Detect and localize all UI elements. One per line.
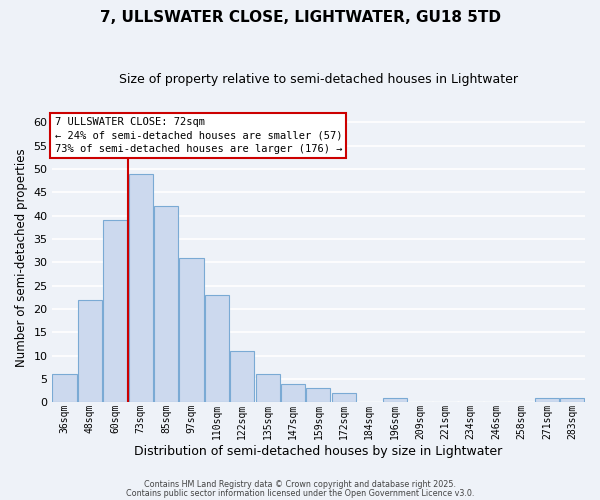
Bar [383,398,407,402]
Bar [154,206,178,402]
Bar [332,393,356,402]
Bar [256,374,280,402]
Bar [179,258,203,402]
Bar [281,384,305,402]
Text: Contains public sector information licensed under the Open Government Licence v3: Contains public sector information licen… [126,488,474,498]
Bar [128,174,153,402]
Text: 7, ULLSWATER CLOSE, LIGHTWATER, GU18 5TD: 7, ULLSWATER CLOSE, LIGHTWATER, GU18 5TD [100,10,500,25]
Bar [205,295,229,403]
X-axis label: Distribution of semi-detached houses by size in Lightwater: Distribution of semi-detached houses by … [134,444,503,458]
Bar [103,220,127,402]
Bar [78,300,102,403]
Y-axis label: Number of semi-detached properties: Number of semi-detached properties [15,148,28,367]
Bar [307,388,331,402]
Bar [560,398,584,402]
Text: 7 ULLSWATER CLOSE: 72sqm
← 24% of semi-detached houses are smaller (57)
73% of s: 7 ULLSWATER CLOSE: 72sqm ← 24% of semi-d… [55,118,342,154]
Bar [230,351,254,403]
Bar [52,374,77,402]
Text: Contains HM Land Registry data © Crown copyright and database right 2025.: Contains HM Land Registry data © Crown c… [144,480,456,489]
Bar [535,398,559,402]
Title: Size of property relative to semi-detached houses in Lightwater: Size of property relative to semi-detach… [119,72,518,86]
